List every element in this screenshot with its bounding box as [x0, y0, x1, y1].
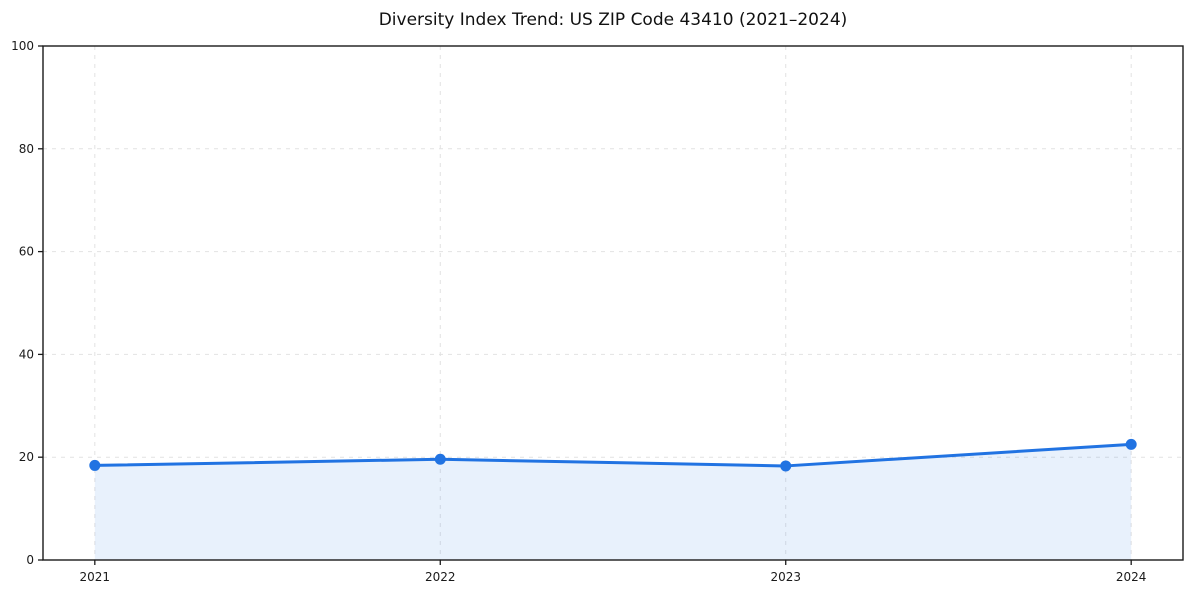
data-point-2024 — [1125, 438, 1137, 450]
chart-title: Diversity Index Trend: US ZIP Code 43410… — [378, 10, 848, 30]
plot-frame — [42, 45, 1184, 561]
area-fill — [94, 444, 1132, 560]
data-point-2022 — [434, 453, 446, 465]
x-tick-label: 2021 — [80, 570, 111, 584]
y-tick-label: 60 — [19, 245, 34, 259]
data-point-2023 — [780, 460, 792, 472]
y-tick-label: 100 — [11, 39, 34, 53]
y-tick-label: 0 — [26, 553, 34, 567]
x-tick-label: 2023 — [770, 570, 801, 584]
x-tick-label: 2022 — [425, 570, 456, 584]
x-tick-label: 2024 — [1116, 570, 1147, 584]
data-point-2021 — [89, 459, 101, 471]
y-tick-label: 40 — [19, 347, 34, 361]
y-tick-label: 20 — [19, 450, 34, 464]
trend-line — [93, 442, 1133, 468]
y-tick-label: 80 — [19, 142, 34, 156]
